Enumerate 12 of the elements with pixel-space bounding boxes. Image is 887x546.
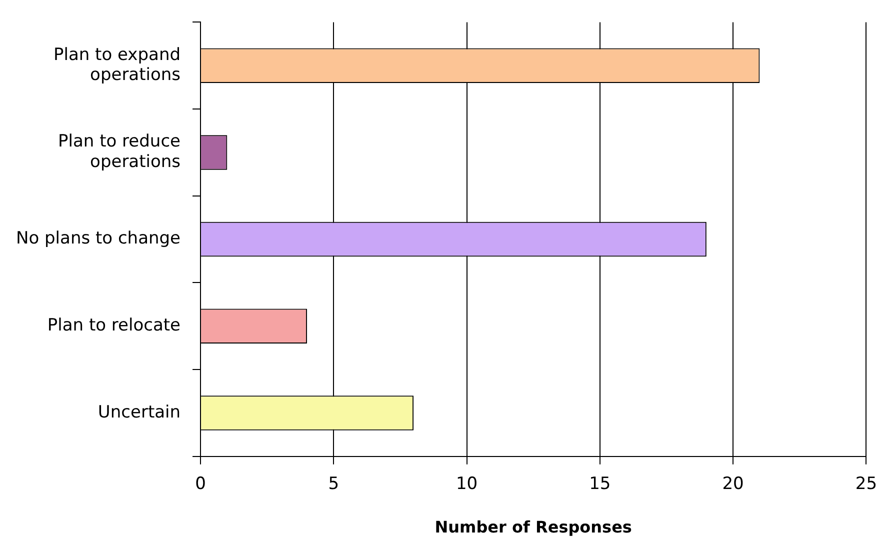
y-tick-label: Plan to reduce operations	[58, 132, 181, 172]
y-tick-label: Uncertain	[98, 402, 181, 422]
x-tick-label: 0	[195, 474, 206, 494]
y-tick-label: Plan to expand operations	[53, 44, 181, 86]
y-tick-label: No plans to change	[16, 228, 181, 249]
y-tick-label: Plan to relocate	[47, 316, 181, 336]
x-tick-label: 15	[589, 474, 611, 494]
x-tick-label: 5	[328, 474, 340, 494]
x-tick-label: 25	[855, 474, 878, 494]
x-tick-label: 10	[456, 474, 478, 494]
x-tick-label: 20	[722, 474, 744, 494]
x-axis-title: Number of Responses	[434, 518, 632, 537]
